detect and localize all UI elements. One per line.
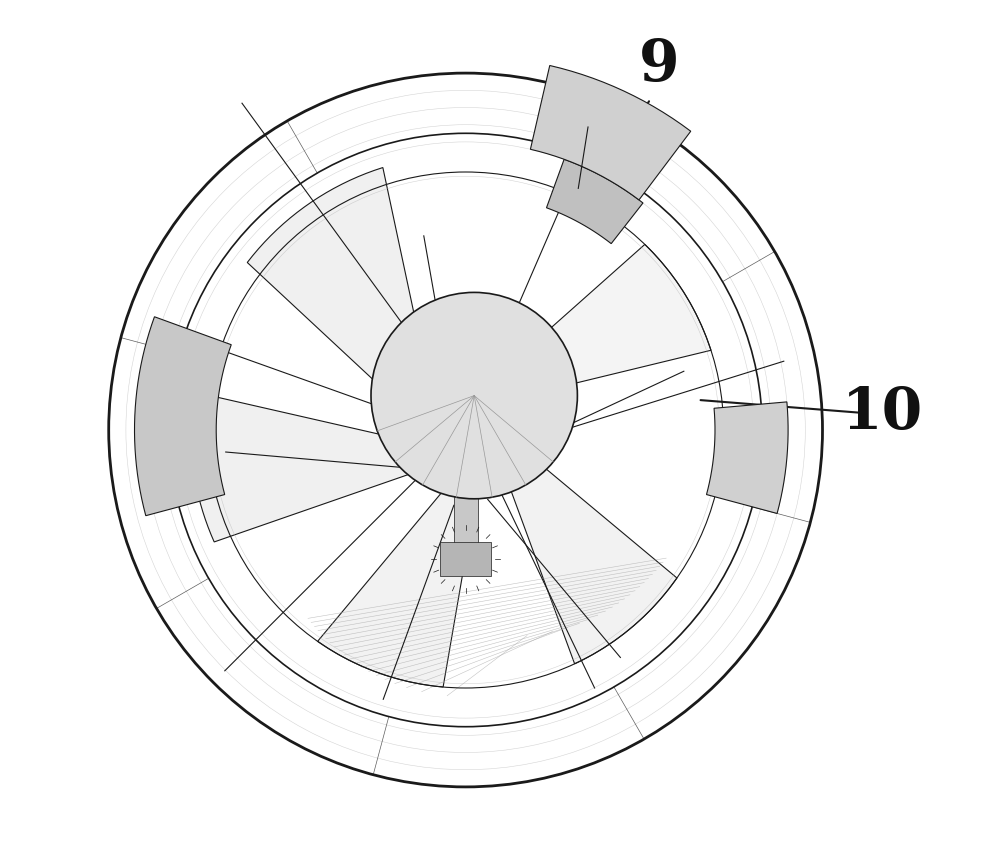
Polygon shape bbox=[488, 244, 711, 400]
Polygon shape bbox=[546, 159, 643, 243]
Polygon shape bbox=[502, 444, 677, 664]
Polygon shape bbox=[247, 168, 431, 419]
Polygon shape bbox=[707, 402, 788, 513]
Circle shape bbox=[109, 73, 822, 787]
Bar bbox=[454, 447, 478, 568]
Polygon shape bbox=[135, 316, 231, 516]
Text: 9: 9 bbox=[639, 36, 679, 93]
Polygon shape bbox=[318, 480, 479, 687]
Bar bbox=[440, 542, 491, 576]
Text: 10: 10 bbox=[842, 384, 923, 441]
Polygon shape bbox=[530, 65, 691, 200]
Circle shape bbox=[371, 292, 577, 499]
Polygon shape bbox=[190, 391, 430, 542]
